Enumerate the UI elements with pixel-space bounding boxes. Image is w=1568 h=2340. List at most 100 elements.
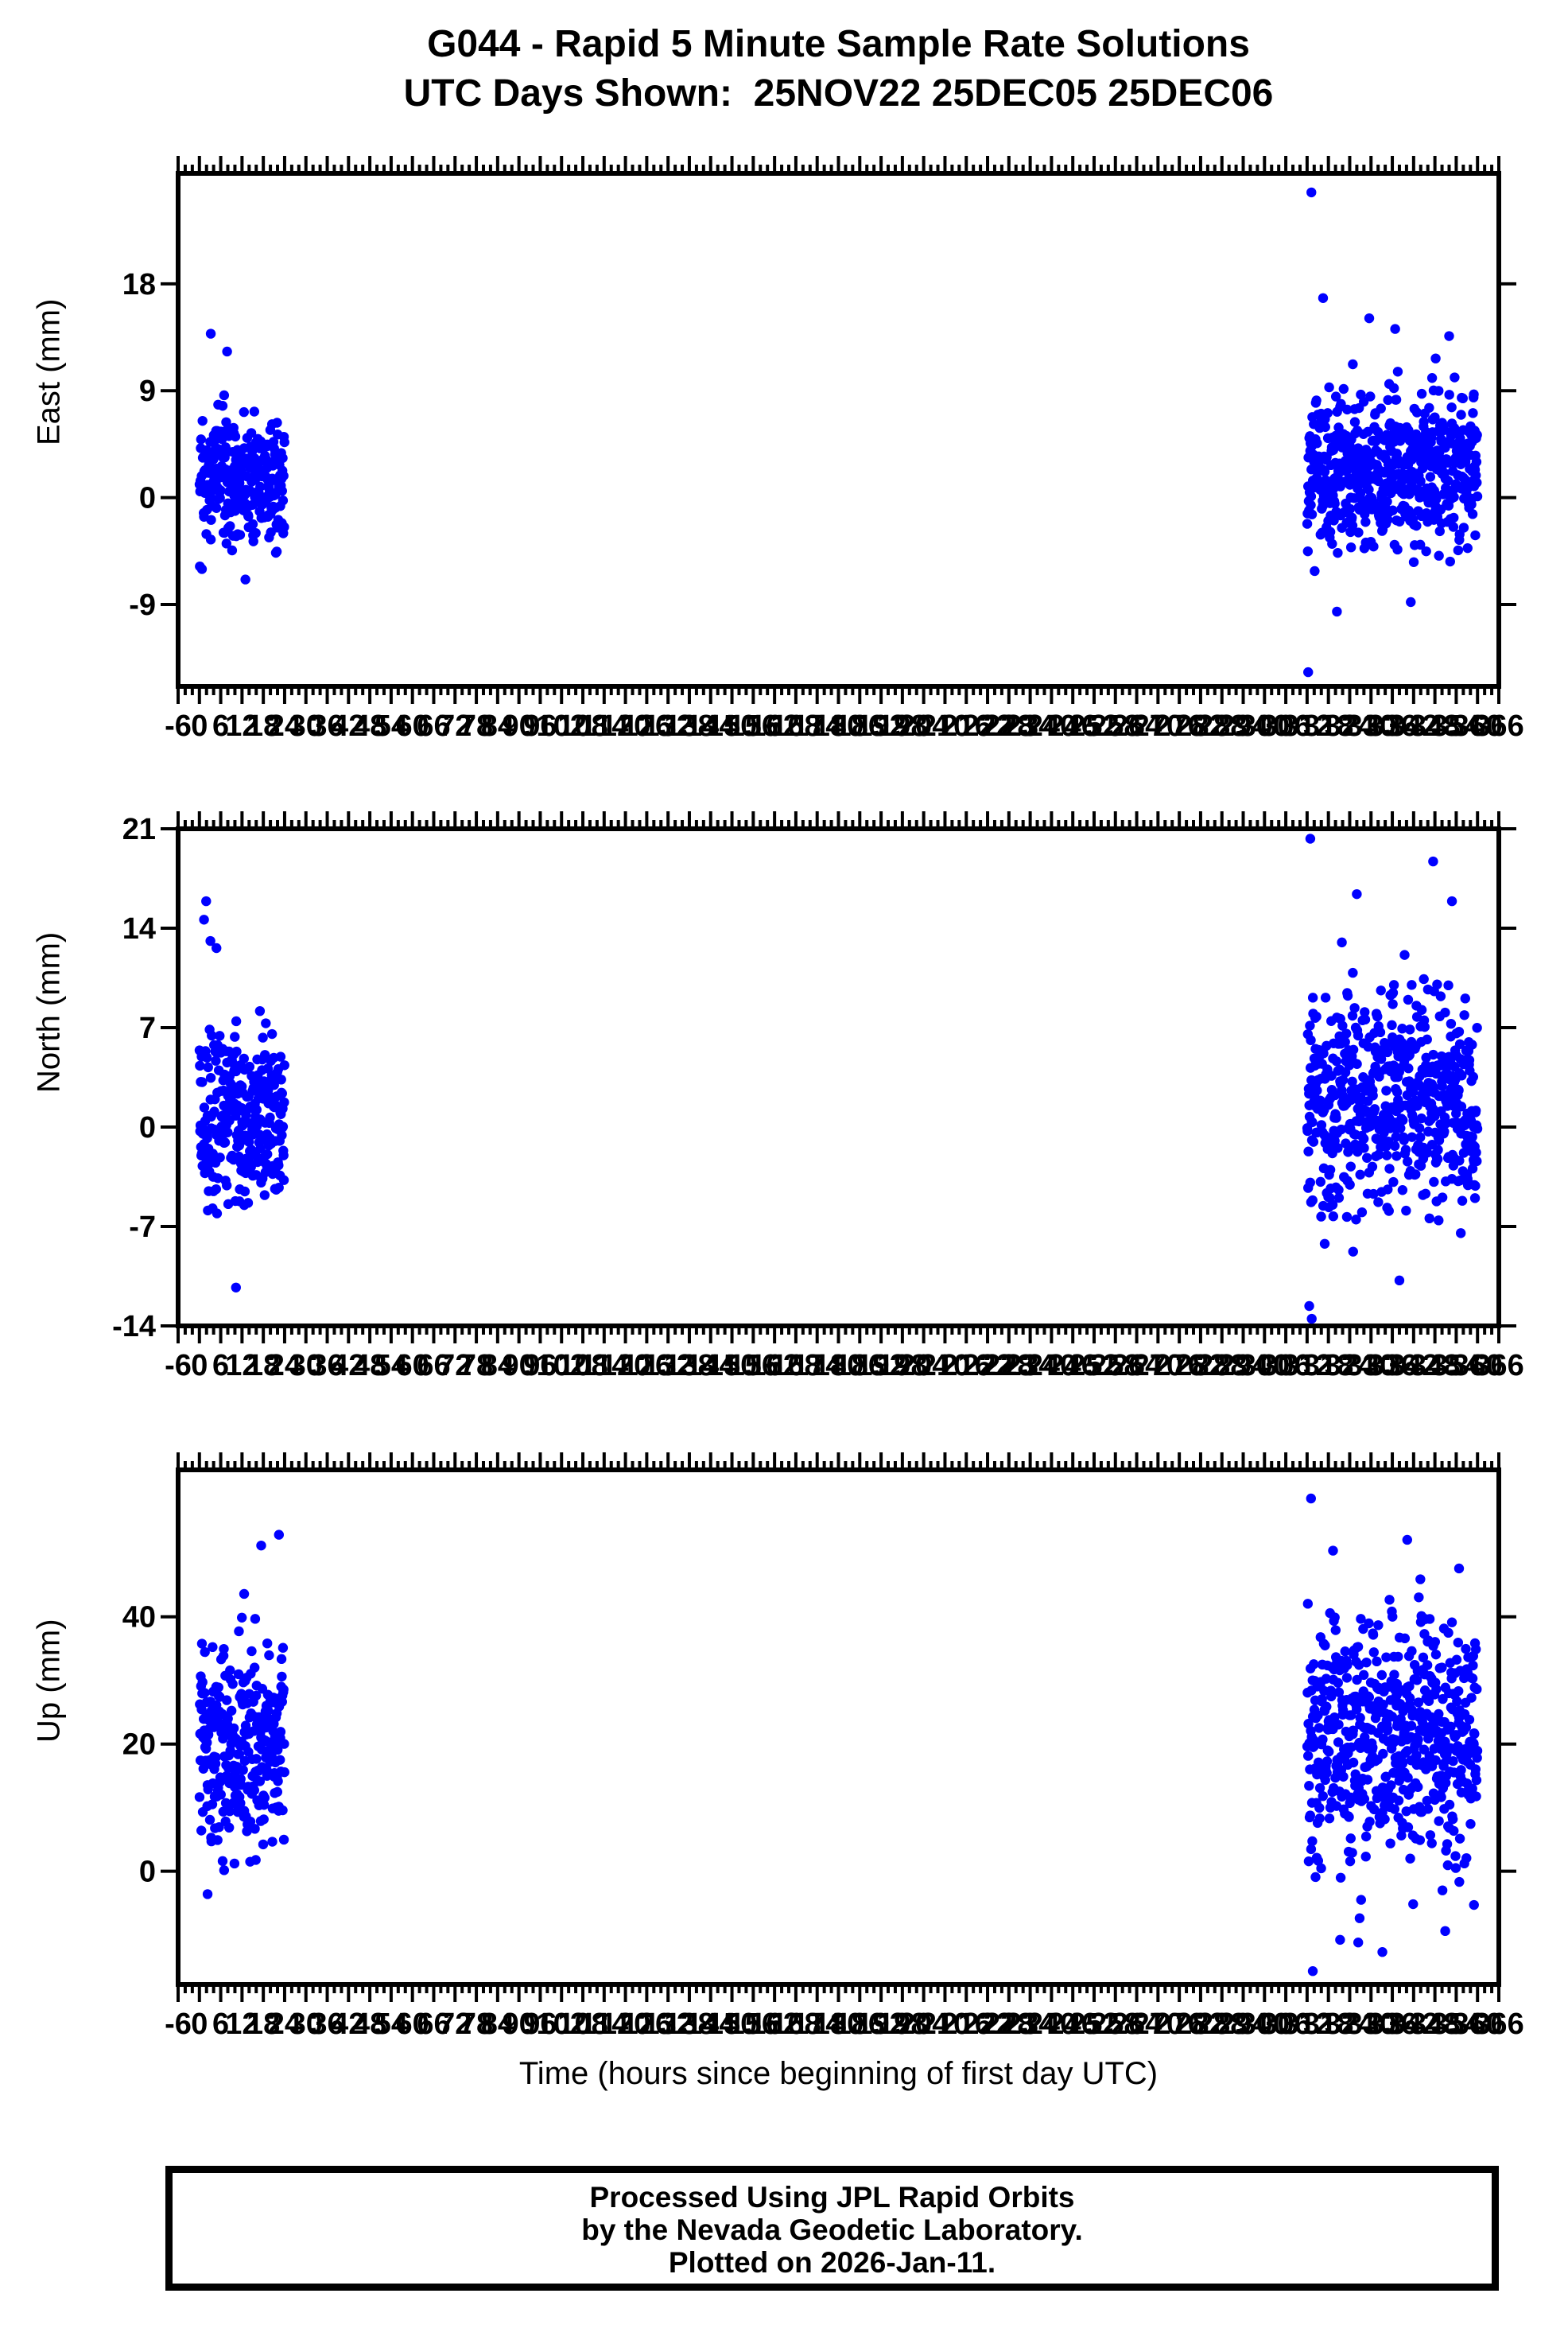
data-point [1344,1812,1354,1822]
data-point [278,453,288,464]
x-tick-label: 150 [707,1349,757,1382]
data-point [264,1650,274,1661]
data-point [1348,359,1358,370]
data-point [1365,391,1376,402]
data-point [1448,522,1459,532]
outlier-point [1303,667,1314,678]
data-point [227,1679,238,1689]
east-points [194,187,1483,678]
data-point [1403,1772,1413,1783]
data-point [1397,1759,1408,1769]
data-point [262,1638,273,1649]
x-tick-label: 6 [212,1349,229,1382]
x-tick-label: 48 [353,1349,386,1382]
x-tick-label: 240 [1027,2008,1077,2041]
x-tick-label: 24 [268,2008,301,2041]
x-tick-label: 90 [503,709,536,743]
outlier-point [1444,331,1454,341]
data-point [275,1051,286,1062]
data-point [1453,545,1464,556]
footer-line-1: Processed Using JPL Rapid Orbits [589,2181,1075,2214]
data-point [1322,1767,1332,1778]
data-point [1322,1701,1332,1712]
x-tick-label: 336 [1367,709,1417,743]
data-point [233,1669,244,1680]
y-tick-label: -9 [129,589,156,622]
data-point [1353,527,1364,538]
data-point [1356,1895,1366,1905]
data-point [1304,1781,1314,1791]
data-point [1391,1132,1401,1142]
x-tick-label: 348 [1410,2008,1460,2041]
x-tick-label: 324 [1325,2008,1375,2041]
data-point [223,1127,233,1137]
data-point [239,1755,250,1767]
data-point [1387,1712,1398,1722]
data-point [1465,1819,1476,1829]
x-tick-label: 162 [749,709,799,743]
data-point [1307,1195,1318,1206]
data-point [1454,1156,1465,1166]
data-point [235,1798,246,1809]
x-tick-label: 30 [289,2008,323,2041]
data-point [1387,1020,1397,1031]
x-tick-label: 180 [813,709,864,743]
data-point [212,1835,223,1845]
x-tick-label: 42 [332,1349,365,1382]
data-point [1414,1592,1424,1603]
data-point [1388,1176,1399,1187]
data-point [1391,1086,1403,1098]
x-tick-label: 18 [246,2008,280,2041]
data-point [1472,1746,1483,1756]
x-tick-label: 312 [1282,1349,1332,1382]
data-point [1459,1010,1469,1020]
x-tick-label: 162 [749,1349,799,1382]
data-point [1457,393,1468,404]
outlier-point [1305,834,1316,844]
data-point [1359,1794,1370,1804]
outlier-point [1415,1574,1426,1584]
data-point [1337,1075,1349,1086]
east-axis-label: East (mm) [31,298,67,445]
data-point [1329,499,1340,509]
data-point [1471,1774,1482,1786]
data-point [1422,1804,1434,1814]
data-point [1383,1184,1393,1195]
data-point [1468,1071,1479,1083]
data-point [1318,1048,1329,1059]
data-point [1408,1899,1419,1910]
x-tick-label: 348 [1410,1349,1460,1382]
data-point [1310,566,1320,577]
data-point [1355,1169,1365,1180]
time-axis-label: Time (hours since beginning of first day… [518,2056,1159,2091]
data-point [1401,1806,1411,1817]
data-point [1383,395,1393,406]
x-tick-label: 258 [1090,2008,1140,2041]
data-point [1330,1625,1341,1635]
x-tick-label: 228 [984,1349,1034,1382]
data-point [1422,1795,1432,1806]
data-point [1322,1756,1333,1767]
data-point [277,486,287,496]
outlier-point [212,943,222,954]
data-point [1312,438,1322,449]
x-tick-label: 216 [941,2008,992,2041]
data-point [1434,386,1444,396]
data-point [1434,1708,1444,1720]
x-tick-label: 210 [920,709,970,743]
data-point [1305,1177,1315,1187]
data-point [1341,1211,1353,1222]
x-tick-label: 78 [460,2008,493,2041]
data-point [209,1106,219,1117]
outlier-point [1469,1899,1479,1910]
data-point [262,1149,273,1160]
data-point [272,1786,283,1798]
data-point [1399,950,1410,960]
x-tick-label: 186 [835,2008,885,2041]
data-point [250,1690,262,1701]
data-point [196,1638,208,1649]
data-point [1364,1618,1374,1629]
data-point [1467,1040,1477,1050]
x-tick-label: 288 [1197,1349,1247,1382]
data-point [1450,1863,1461,1873]
